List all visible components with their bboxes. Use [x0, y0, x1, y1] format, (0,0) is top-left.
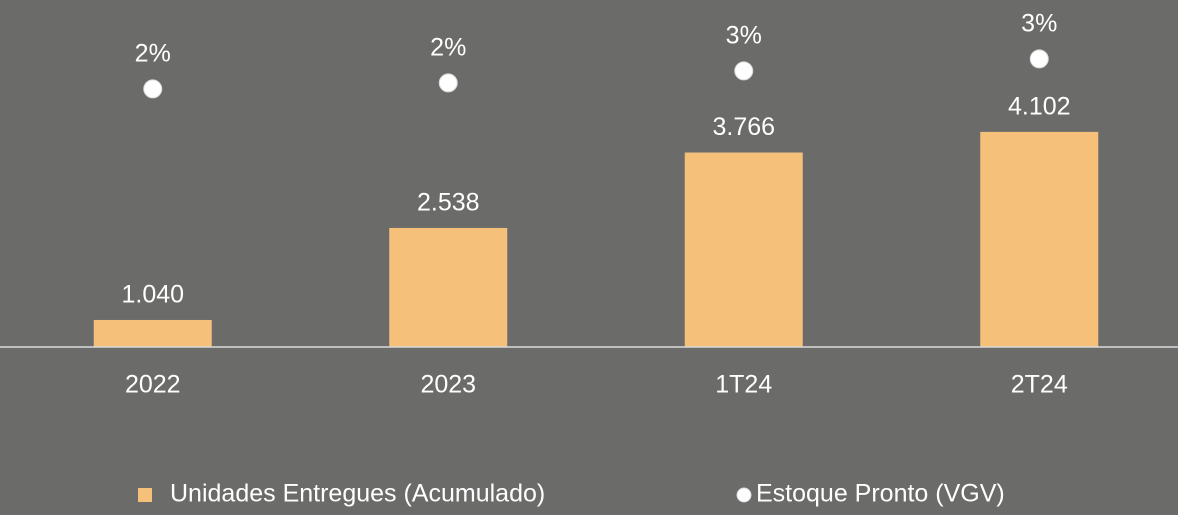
- bar: [389, 227, 508, 347]
- x-tick-label: 2023: [420, 371, 476, 399]
- bar-value-label: 2.538: [417, 189, 480, 217]
- legend-swatch: [138, 488, 152, 502]
- bar-value-label: 3.766: [712, 113, 775, 141]
- x-tick-label: 2T24: [1011, 371, 1068, 399]
- point: [438, 73, 458, 93]
- point-value-label: 2%: [135, 40, 171, 68]
- legend-label: Estoque Pronto (VGV): [756, 480, 1005, 508]
- legend-label: Unidades Entregues (Acumulado): [170, 480, 545, 508]
- point-value-label: 3%: [1021, 10, 1057, 38]
- x-tick-label: 2022: [125, 371, 181, 399]
- point-value-label: 2%: [430, 34, 466, 62]
- x-tick-label: 1T24: [715, 371, 772, 399]
- bar: [980, 131, 1099, 347]
- bar: [93, 319, 212, 347]
- bar-value-label: 1.040: [121, 281, 184, 309]
- point: [143, 79, 163, 99]
- point: [1029, 49, 1049, 69]
- point-value-label: 3%: [726, 22, 762, 50]
- bar-value-label: 4.102: [1008, 92, 1071, 120]
- legend-swatch: [736, 487, 752, 503]
- point: [734, 61, 754, 81]
- bar: [684, 152, 803, 347]
